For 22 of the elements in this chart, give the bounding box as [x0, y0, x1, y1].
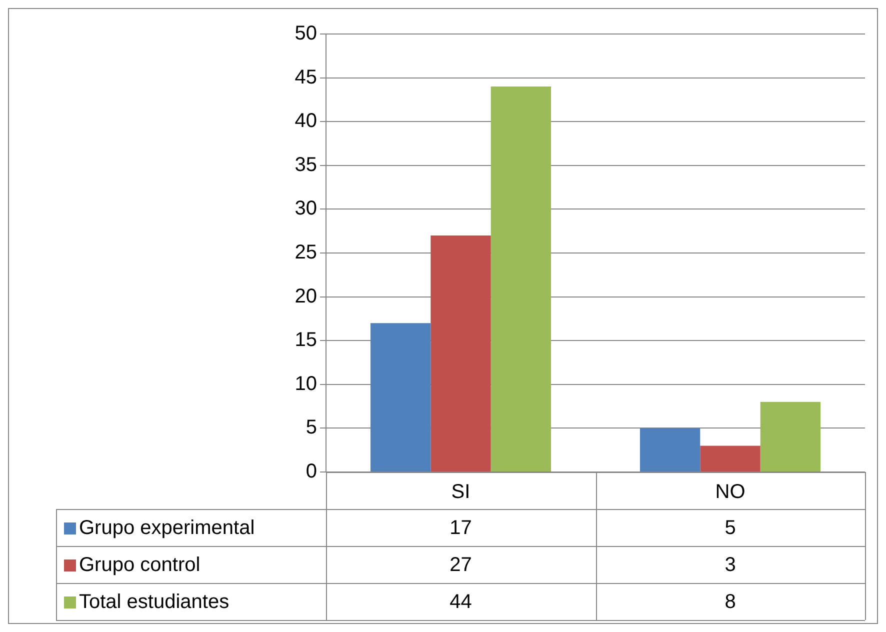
y-tick-label: 25 [294, 242, 317, 264]
y-tick-label: 45 [294, 66, 317, 88]
y-tick-label: 50 [294, 22, 317, 45]
legend-label: Grupo experimental [79, 517, 255, 540]
legend-label: Grupo control [79, 554, 200, 576]
y-tick-label: 5 [306, 416, 317, 439]
y-tick-label: 20 [294, 285, 317, 308]
y-tick-label: 15 [294, 329, 317, 352]
data-label: 8 [724, 591, 736, 614]
data-label: 5 [724, 517, 736, 540]
x-tick-label: SI [451, 481, 470, 504]
y-tick-label: 40 [294, 110, 317, 132]
data-label: 3 [724, 554, 736, 576]
x-tick-label: NO [715, 481, 746, 504]
legend-label: Total estudiantes [79, 591, 230, 614]
data-label: 44 [450, 591, 472, 614]
y-tick-label: 35 [294, 154, 317, 176]
data-label: 27 [450, 554, 472, 576]
data-label: 17 [450, 517, 472, 540]
y-tick-label: 10 [294, 372, 317, 395]
y-tick-label: 30 [294, 198, 317, 220]
y-tick-label: 0 [306, 460, 317, 483]
